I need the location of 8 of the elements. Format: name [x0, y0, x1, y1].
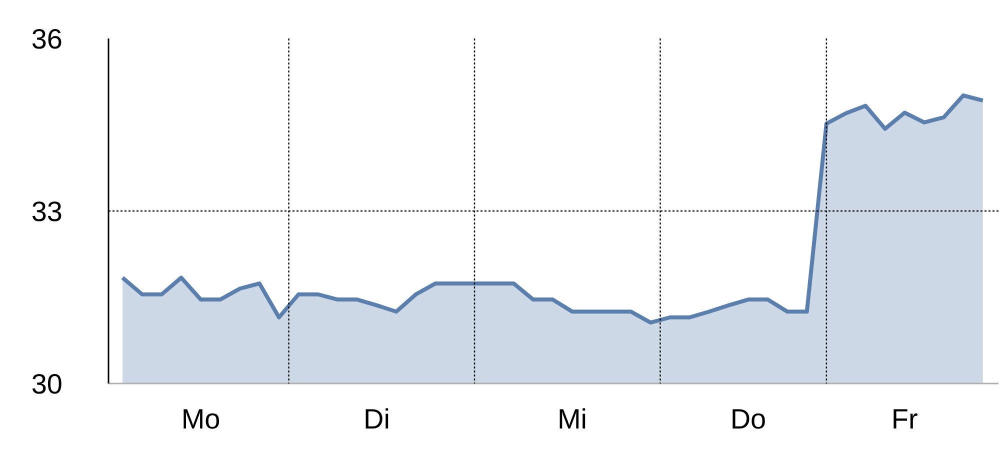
y-tick-label: 36 — [31, 24, 63, 54]
x-tick-label: Mo — [181, 404, 220, 434]
x-tick-label: Do — [730, 404, 766, 434]
x-tick-label: Di — [364, 404, 390, 434]
x-tick-label: Fr — [891, 404, 918, 434]
y-tick-label: 30 — [31, 368, 63, 400]
y-tick-label: 33 — [31, 196, 63, 227]
x-tick-label: Mi — [557, 404, 588, 434]
